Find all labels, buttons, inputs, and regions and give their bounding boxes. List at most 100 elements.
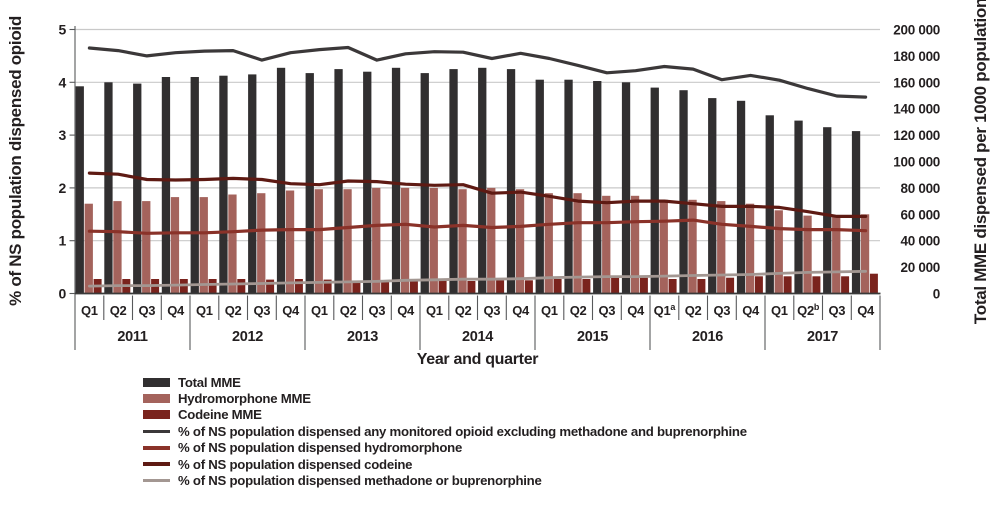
left-y-tick-label: 1: [59, 233, 67, 249]
bar: [449, 69, 458, 294]
bar: [708, 98, 717, 294]
bar: [487, 187, 496, 294]
legend-item: Total MME: [143, 374, 747, 390]
legend-label: % of NS population dispensed any monitor…: [178, 423, 747, 439]
bar: [823, 127, 832, 294]
series-bars-hydromorphone_bar: [84, 187, 870, 294]
bar: [736, 100, 746, 294]
gridlines: [75, 28, 880, 242]
bar: [113, 201, 122, 294]
quarter-label: Q4: [397, 303, 415, 318]
bar: [343, 189, 352, 294]
quarter-label: Q2: [685, 303, 702, 318]
year-label: 2016: [692, 329, 723, 345]
quarter-label: Q3: [829, 303, 846, 318]
bar: [851, 131, 861, 294]
bar: [237, 279, 246, 294]
quarter-label: Q4: [627, 303, 645, 318]
axes: [69, 26, 881, 350]
bar: [161, 77, 171, 294]
quarter-label: Q3: [369, 303, 386, 318]
legend-label: % of NS population dispensed hydromorpho…: [178, 440, 463, 456]
bar: [352, 281, 361, 294]
bar: [400, 187, 410, 294]
quarter-label: Q2b: [797, 302, 820, 318]
bar: [142, 201, 151, 294]
quarter-label: Q2: [110, 303, 127, 318]
legend-swatch-total_bar: [143, 377, 170, 387]
bar: [496, 280, 505, 294]
bar: [869, 273, 878, 294]
bar: [803, 215, 812, 294]
legend-swatch-pct_codeine_line: [143, 462, 170, 466]
legend-item: % of NS population dispensed codeine: [143, 456, 747, 472]
quarter-label: Q1: [541, 303, 558, 318]
right-y-tick-label: 120 000: [893, 128, 940, 143]
bar: [391, 67, 401, 294]
bar: [765, 115, 774, 294]
series-bars-total_bar: [75, 67, 861, 294]
legend-label: % of NS population dispensed codeine: [178, 456, 413, 472]
bar: [593, 81, 602, 294]
quarter-label: Q3: [254, 303, 271, 318]
bar: [285, 190, 295, 294]
right-y-tick-label: 40 000: [901, 234, 941, 249]
bar: [841, 276, 850, 294]
bar: [84, 203, 93, 294]
bar: [467, 281, 476, 294]
bar: [409, 281, 418, 294]
year-label: 2015: [577, 329, 608, 345]
bar: [208, 279, 217, 294]
quarter-label: Q3: [139, 303, 156, 318]
bar: [630, 195, 640, 294]
bar: [294, 279, 303, 294]
right-y-tick-label: 20 000: [901, 260, 941, 275]
bar: [372, 187, 381, 294]
bar: [659, 199, 668, 294]
bar: [228, 194, 237, 294]
bar: [75, 86, 84, 294]
left-y-tick-label: 2: [59, 180, 67, 196]
legend-item: % of NS population dispensed methadone o…: [143, 472, 747, 488]
bar: [754, 276, 763, 294]
right-y-axis-title: Total MME dispensed per 1000 population: [971, 0, 990, 325]
bar: [650, 87, 659, 294]
legend-swatch-hydromorphone_bar: [143, 394, 170, 404]
right-y-tick-label: 0: [933, 287, 940, 302]
right-y-tick-label: 100 000: [893, 155, 940, 170]
series-line-pct_methadone_line: [88, 269, 867, 288]
legend-item: % of NS population dispensed hydromorpho…: [143, 440, 747, 456]
quarter-label: Q2: [455, 303, 472, 318]
bar: [812, 276, 821, 294]
legend-label: Hydromorphone MME: [178, 391, 311, 407]
bar: [133, 83, 142, 294]
bar: [535, 79, 544, 294]
bar: [794, 120, 803, 294]
bar: [219, 75, 228, 294]
bar: [621, 82, 631, 294]
right-y-tick-label: 60 000: [901, 207, 941, 222]
quarter-label: Q1a: [654, 302, 677, 318]
bar: [104, 82, 113, 294]
bar: [276, 67, 286, 294]
quarter-label: Q1: [196, 303, 213, 318]
legend: Total MME Hydromorphone MME Codeine MME% o…: [143, 374, 747, 489]
bar: [458, 189, 467, 294]
bar: [602, 195, 611, 294]
bar: [248, 74, 257, 294]
quarter-label: Q3: [714, 303, 731, 318]
quarter-label: Q1: [771, 303, 788, 318]
bar: [745, 203, 755, 294]
right-y-tick-label: 180 000: [893, 49, 940, 64]
bar: [314, 189, 323, 294]
legend-swatch-pct_any_line: [143, 429, 170, 434]
series-line-pct_hydromorphone_line: [87, 218, 868, 235]
bar: [573, 193, 582, 294]
legend-label: Total MME: [178, 374, 241, 390]
series-line-pct_codeine_line: [87, 171, 868, 218]
bar: [170, 197, 180, 294]
legend-swatch-pct_hydromorphone_line: [143, 446, 170, 450]
bar: [832, 216, 841, 294]
quarter-label: Q1: [426, 303, 443, 318]
